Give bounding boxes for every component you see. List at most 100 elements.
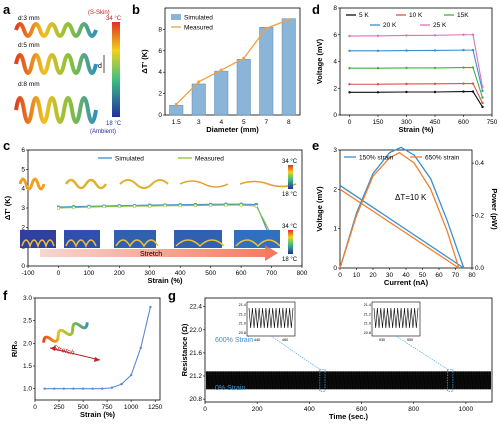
b-measured-point-1 — [197, 80, 201, 84]
f-xticklabel-2: 500 — [78, 404, 89, 411]
g-frame — [204, 297, 493, 403]
panel-c-decor: 34 °C 18 °C 34 °C 18 °C Stretch — [18, 159, 298, 263]
d-point-3-0 — [348, 49, 351, 52]
e-xticklabel-2: 20 — [369, 272, 377, 279]
c-point-1-11 — [224, 203, 228, 207]
d-point-0-4 — [462, 90, 465, 93]
c-point-1-3 — [102, 205, 106, 209]
colorbar-a — [112, 22, 120, 117]
d-legend-1: 10 K — [409, 12, 423, 19]
g-inset-trace-0 — [248, 307, 294, 329]
g-inset-1-ytick-3: 21.4 — [364, 303, 371, 307]
d-xticklabel-4: 600 — [458, 119, 469, 126]
thermal-c-3 — [114, 230, 156, 248]
e-legend-1: 650% strain — [425, 155, 460, 162]
g-yticklabel-0: 20.8 — [189, 396, 202, 403]
f-xticklabel-4: 1000 — [124, 404, 139, 411]
thermal-c-2 — [64, 230, 100, 248]
c-xticklabel-0: -100 — [21, 270, 34, 277]
e-xticklabel-8: 80 — [468, 272, 476, 279]
e-xticklabel-0: 0 — [338, 272, 342, 279]
c-point-1-10 — [209, 203, 213, 207]
b-xticklabel-0: 1.5 — [172, 119, 181, 126]
d-point-4-6 — [481, 85, 484, 89]
c-point-1-0 — [56, 206, 60, 210]
b-bar-5 — [281, 18, 296, 116]
f-yticklabel-3: 2.5 — [23, 318, 32, 325]
f-point-5 — [91, 387, 94, 390]
b-xticklabel-1: 3 — [197, 119, 201, 126]
b-xticklabel-2: 4 — [219, 119, 223, 126]
f-yticklabel-1: 1.5 — [23, 363, 32, 370]
c-xticklabel-9: 800 — [297, 270, 308, 277]
d-point-3-1 — [376, 49, 380, 52]
g-xticklabel-3: 600 — [356, 406, 367, 413]
c-yticklabel-0: 0 — [21, 263, 25, 270]
c-xticklabel-1: 0 — [57, 270, 61, 277]
g-inset-0-ytick-0: 20.8 — [239, 331, 246, 335]
coil-c-5 — [239, 180, 297, 188]
e-power-1 — [339, 151, 460, 269]
thermal-c-4 — [174, 230, 222, 248]
c-point-1-4 — [117, 205, 121, 208]
d-xticklabel-1: 150 — [373, 119, 384, 126]
d-xticklabel-5: 750 — [487, 119, 498, 126]
e-xticklabel-5: 50 — [419, 272, 427, 279]
d-point-0-6 — [481, 105, 484, 109]
coil-c-1 — [18, 177, 46, 191]
g-inset-1-xtick-1: 950 — [407, 338, 413, 342]
d-point-1-1 — [376, 83, 380, 86]
d-point-4-5 — [471, 33, 475, 36]
d-point-0-0 — [348, 91, 351, 94]
thermal-c-5 — [234, 230, 280, 248]
panel-letter-g: g — [168, 288, 176, 303]
c-xticklabel-2: 100 — [83, 270, 94, 277]
g-inset-0-xtick-1: 460 — [282, 338, 288, 342]
g-xticklabel-4: 800 — [408, 406, 419, 413]
d-legend-4: 25 K — [433, 22, 447, 29]
c-point-1-8 — [178, 204, 182, 208]
g-xticklabel-5: 1000 — [459, 406, 474, 413]
e-voltage-1 — [339, 188, 460, 269]
b-xticklabel-5: 8 — [287, 119, 291, 126]
e-xticklabel-4: 40 — [402, 272, 410, 279]
g-xticklabel-1: 200 — [252, 406, 263, 413]
b-bar-4 — [259, 27, 274, 116]
f-point-0 — [43, 387, 46, 390]
g-inset-0-ytick-3: 21.4 — [239, 303, 246, 307]
d-point-0-2 — [405, 90, 408, 94]
f-point-1 — [53, 387, 56, 390]
e-legend-0: 150% strain — [359, 155, 394, 162]
coil-label-8mm: d:8 mm — [18, 81, 40, 88]
coil-label-5mm: d:5 mm — [18, 42, 40, 49]
panel-letter-d: d — [312, 2, 320, 17]
c-xticklabel-3: 200 — [114, 270, 125, 277]
d-point-1-4 — [462, 82, 465, 85]
thermal-coil-1 — [21, 239, 55, 249]
e-ylabel: Voltage (mV) — [315, 186, 324, 232]
c-ylabel: ΔT' (K) — [3, 195, 12, 220]
d-legend-3: 20 K — [383, 22, 397, 29]
g-zoom-box-0 — [319, 368, 326, 392]
b-frame — [164, 7, 301, 116]
coil-c-4 — [179, 180, 229, 188]
d-point-1-0 — [348, 83, 351, 86]
g-yticklabel-4: 22.4 — [189, 304, 202, 311]
diameter-mark-label: d — [98, 63, 102, 70]
d-point-0-1 — [376, 91, 380, 94]
d-series-1 — [349, 83, 483, 104]
g-xlabel: Time (sec.) — [329, 412, 369, 421]
c-point-1-6 — [148, 204, 152, 208]
c-xticklabel-4: 300 — [144, 270, 155, 277]
d-point-2-2 — [405, 66, 408, 70]
d-point-4-0 — [348, 34, 351, 38]
thermal-coil-4 — [175, 239, 225, 248]
stretch-label-c: Stretch — [140, 251, 162, 258]
panel-letter-f: f — [3, 288, 8, 303]
g-inset-1-ytick-2: 21.2 — [364, 312, 371, 316]
panel-letter-a: a — [3, 2, 11, 17]
d-point-3-6 — [481, 89, 484, 93]
g-inset-0-ytick-2: 21.2 — [239, 312, 246, 316]
thermal-coil-5 — [235, 239, 281, 248]
